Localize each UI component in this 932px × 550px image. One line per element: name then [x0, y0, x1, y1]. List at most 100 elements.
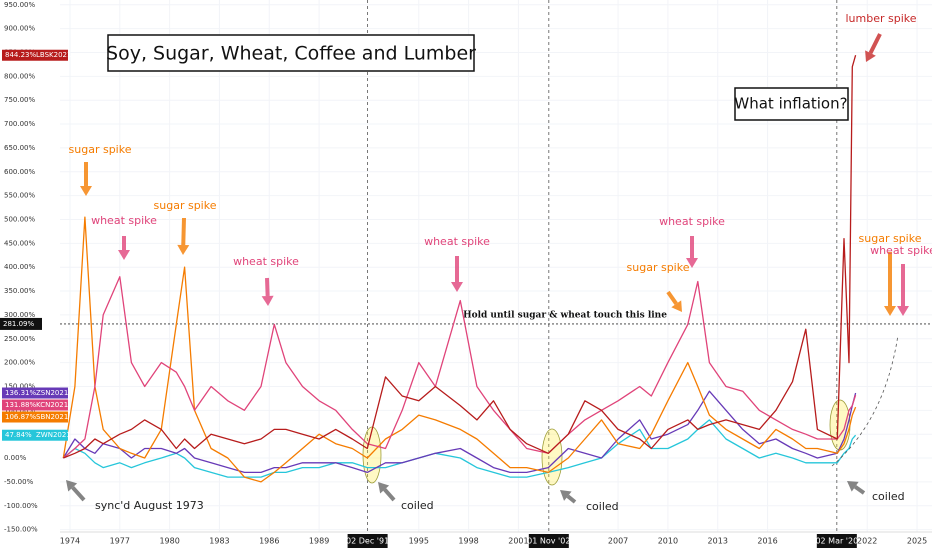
annotation-arrowhead [884, 306, 896, 316]
annotation-arrowhead [80, 186, 92, 196]
annotation-arrowhead [66, 480, 78, 492]
last-value-badge [2, 387, 68, 399]
annotation-arrowhead [847, 481, 859, 492]
legend-name: ZSN2021 [36, 389, 68, 397]
y-tick-label: 900.00% [4, 25, 35, 33]
annotation-arrow [566, 494, 577, 504]
annotation-arrowhead [671, 300, 682, 312]
legend-name: LBSK2021 [36, 51, 71, 59]
y-tick-label: 700.00% [4, 120, 35, 128]
annotation-arrow [868, 33, 882, 54]
x-tick-label: 02 Mar '20 [815, 537, 858, 546]
chart-title: Soy, Sugar, Wheat, Coffee and Lumber [106, 43, 476, 65]
series-line [62, 276, 857, 459]
annotation-arrow [265, 277, 270, 297]
last-value-label: 844.23% [5, 51, 36, 59]
annotation: sugar spike [859, 232, 922, 245]
y-tick-label: 350.00% [4, 287, 35, 295]
y-tick-label: 0.00% [4, 454, 27, 462]
annotation-arrowhead [686, 258, 698, 268]
last-value-badge [2, 429, 68, 441]
target-badge-label: 281.09% [3, 320, 34, 328]
x-tick-label: 1983 [209, 537, 229, 546]
x-tick-label: 2016 [757, 537, 777, 546]
annotation-arrowhead [261, 295, 274, 306]
last-value-badge [2, 411, 68, 423]
y-tick-label: 250.00% [4, 335, 35, 343]
x-tick-label: 2010 [658, 537, 678, 546]
annotation-arrow [383, 488, 396, 502]
last-value-label: 47.84% [5, 431, 32, 439]
last-value-badge [2, 49, 68, 61]
x-tick-label: 1980 [159, 537, 179, 546]
y-tick-label: 550.00% [4, 192, 35, 200]
target-line-text: Hold until sugar & wheat touch this line [463, 310, 667, 320]
y-tick-label: 150.00% [4, 382, 35, 390]
series-line [63, 55, 857, 459]
x-tick-label: 2001 [508, 537, 528, 546]
x-tick-label: 1986 [259, 537, 279, 546]
callout-box [734, 87, 849, 121]
annotation: wheat spike [91, 214, 157, 227]
annotation: lumber spike [845, 12, 916, 25]
legend-name: KCN2021 [36, 401, 68, 409]
x-tick-label: 2022 [857, 537, 877, 546]
last-value-label: 106.87% [5, 413, 36, 421]
date-badge [816, 534, 857, 548]
annotation-arrowhead [560, 490, 572, 501]
annotation: sugar spike [627, 261, 690, 274]
annotation: wheat spike [870, 244, 932, 257]
date-badge [347, 534, 388, 548]
legend-name: SBN2021 [36, 413, 68, 421]
y-tick-label: 800.00% [4, 72, 35, 80]
last-value-label: 136.31% [5, 389, 36, 397]
y-tick-label: 750.00% [4, 96, 35, 104]
annotation-arrow [666, 290, 678, 305]
series-line [62, 390, 857, 474]
annotation-arrowhead [865, 50, 876, 62]
legend-name: ZWN2021 [36, 431, 71, 439]
x-tick-label: 1998 [458, 537, 478, 546]
annotation-arrow [71, 486, 86, 502]
annotation: coiled [586, 500, 619, 513]
y-tick-label: 450.00% [4, 239, 35, 247]
y-tick-label: 650.00% [4, 144, 35, 152]
annotation-arrow [854, 485, 866, 495]
y-tick-label: 300.00% [4, 311, 35, 319]
y-tick-label: -50.00% [4, 478, 34, 486]
x-tick-label: 1977 [110, 537, 130, 546]
x-tick-label: 2007 [608, 537, 628, 546]
x-tick-label: 1989 [309, 537, 329, 546]
annotation: wheat spike [424, 235, 490, 248]
date-badge [528, 534, 569, 548]
x-tick-label: 1995 [409, 537, 429, 546]
annotation-arrowhead [378, 482, 390, 494]
annotation-arrowhead [118, 250, 130, 260]
x-tick-label: 01 Nov '02 [527, 537, 570, 546]
x-tick-label: 2025 [907, 537, 927, 546]
y-tick-label: 600.00% [4, 168, 35, 176]
x-tick-label: 02 Dec '91 [346, 537, 389, 546]
last-value-badge [2, 399, 68, 411]
title-box [107, 34, 475, 72]
annotation-arrowhead [177, 244, 190, 255]
y-tick-label: 400.00% [4, 263, 35, 271]
coil-highlight [541, 428, 563, 486]
annotation: wheat spike [233, 255, 299, 268]
annotation-arrow [181, 217, 186, 246]
annotation: coiled [401, 499, 434, 512]
annotation: sugar spike [69, 143, 132, 156]
series-line [62, 216, 857, 483]
y-tick-label: 500.00% [4, 215, 35, 223]
annotation: coiled [872, 490, 905, 503]
x-tick-label: 1974 [60, 537, 80, 546]
annotation: sync'd August 1973 [95, 499, 204, 512]
annotation-arrowhead [897, 306, 909, 316]
x-tick-label: 2013 [708, 537, 728, 546]
last-value-label: 131.88% [5, 401, 36, 409]
annotation: wheat spike [659, 215, 725, 228]
y-tick-label: 200.00% [4, 359, 35, 367]
y-tick-label: 950.00% [4, 1, 35, 9]
